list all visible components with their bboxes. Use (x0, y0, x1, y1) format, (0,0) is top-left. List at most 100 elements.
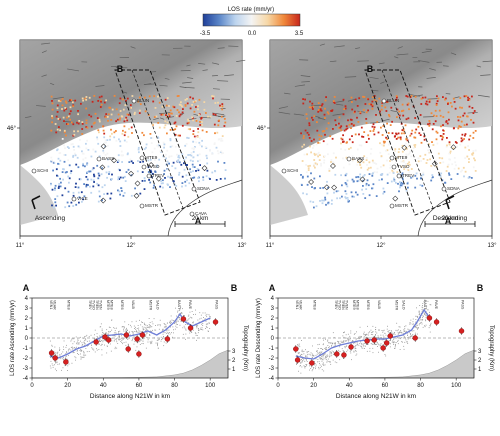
insar-sample-point (317, 351, 318, 353)
map-insar-point (54, 184, 57, 187)
map-insar-point (213, 123, 216, 126)
insar-sample-point (105, 333, 107, 335)
insar-sample-point (108, 331, 110, 333)
insar-sample-point (323, 343, 324, 345)
station-label: TREV (402, 173, 415, 178)
map-insar-point (100, 99, 102, 102)
insar-sample-point (331, 354, 333, 356)
gnss-station-marker (389, 203, 395, 209)
gnss-point (136, 351, 142, 357)
map-insar-point (169, 139, 172, 142)
map-insar-point (68, 147, 70, 149)
gnss-point (63, 359, 69, 365)
map-insar-point (466, 115, 469, 118)
insar-sample-point (312, 369, 314, 370)
insar-sample-point (418, 311, 420, 313)
insar-sample-point (408, 329, 410, 331)
insar-sample-point (319, 367, 321, 369)
map-insar-point (97, 129, 100, 132)
map-insar-point (464, 146, 467, 149)
insar-sample-point (325, 358, 327, 360)
map-insar-point (463, 175, 465, 178)
map-insar-point (160, 182, 163, 185)
map-insar-point (327, 112, 330, 115)
map-insar-point (218, 138, 221, 140)
map-insar-point (376, 167, 379, 170)
map-insar-point (345, 125, 348, 128)
colorbar-title: LOS rate (mm/yr) (228, 7, 274, 13)
insar-sample-point (301, 358, 303, 359)
map-insar-point (318, 142, 321, 144)
insar-sample-point (353, 350, 355, 352)
profile-station-label: VALB (131, 300, 135, 310)
insar-sample-point (421, 306, 423, 308)
map-insar-point (474, 149, 477, 152)
map-insar-point (379, 142, 381, 145)
map-insar-point (50, 129, 53, 132)
map-insar-point (310, 151, 312, 154)
insar-sample-point (173, 329, 174, 331)
map-insar-point (369, 130, 372, 132)
map-insar-point (474, 170, 477, 172)
map-insar-point (149, 133, 152, 135)
map-insar-point (324, 198, 327, 201)
map-insar-point (75, 163, 78, 166)
map-insar-point (206, 157, 208, 160)
insar-sample-point (362, 347, 364, 349)
map-insar-point (50, 156, 53, 159)
insar-sample-point (130, 326, 132, 328)
insar-sample-point (75, 336, 77, 338)
map-insar-point (395, 138, 398, 140)
map-insar-point (319, 200, 321, 202)
map-insar-point (98, 118, 101, 121)
insar-sample-point (208, 322, 210, 324)
insar-sample-point (335, 344, 336, 346)
map-insar-point (117, 160, 120, 163)
map-insar-point (469, 134, 472, 137)
map-insar-point (66, 171, 68, 173)
map-insar-point (354, 98, 357, 101)
map-insar-point (454, 107, 457, 110)
map-insar-point (347, 200, 350, 203)
insar-sample-point (96, 333, 98, 335)
insar-sample-point (311, 353, 313, 355)
insar-sample-point (78, 342, 80, 344)
map-insar-point (183, 168, 186, 171)
insar-sample-point (172, 326, 174, 328)
map-insar-point (51, 108, 54, 111)
map-insar-point (74, 99, 77, 102)
insar-sample-point (151, 331, 153, 332)
insar-sample-point (378, 336, 380, 338)
map-insar-point (141, 171, 144, 173)
map-insar-point (113, 95, 116, 97)
insar-sample-point (70, 340, 72, 342)
map-insar-point (395, 181, 397, 184)
map-insar-point (61, 194, 64, 197)
map-insar-point (345, 172, 348, 175)
insar-sample-point (111, 337, 113, 339)
map-insar-point (414, 144, 417, 146)
map-insar-point (368, 194, 371, 197)
gnss-station-marker (346, 156, 352, 162)
insar-sample-point (423, 315, 424, 317)
insar-sample-point (410, 323, 412, 325)
map-insar-point (98, 174, 101, 177)
insar-sample-point (321, 365, 322, 367)
map-insar-point (201, 121, 203, 123)
map-insar-point (424, 102, 427, 105)
map-insar-point (57, 118, 60, 120)
insar-sample-point (163, 345, 165, 347)
insar-sample-point (356, 341, 358, 343)
insar-sample-point (327, 339, 329, 341)
insar-sample-point (311, 355, 313, 357)
map-insar-point (180, 163, 183, 166)
profile-station-label: TREN (95, 300, 99, 310)
map-insar-point (385, 110, 388, 112)
insar-sample-point (87, 344, 89, 346)
map-insar-point (472, 112, 475, 114)
insar-sample-point (297, 352, 299, 354)
insar-sample-point (409, 331, 410, 333)
map-insar-point (55, 168, 58, 171)
map-insar-point (86, 162, 89, 165)
map-insar-point (124, 175, 126, 178)
